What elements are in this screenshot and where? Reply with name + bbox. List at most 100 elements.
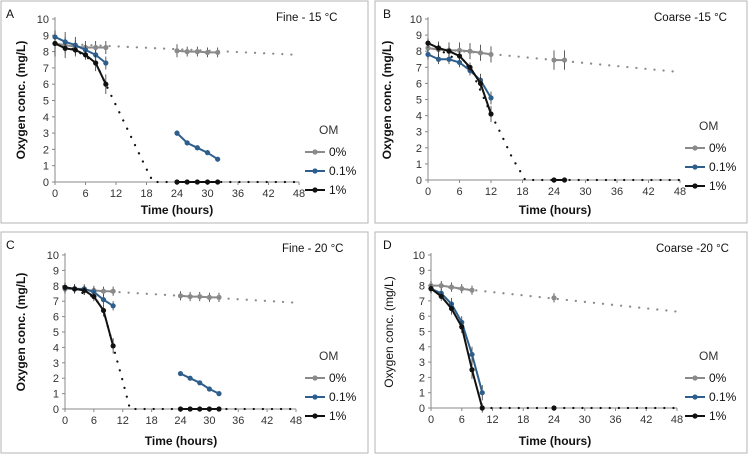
y-tick-label: 1 (43, 161, 49, 173)
data-point-s1 (425, 40, 431, 46)
panel-c-title: Fine - 20 °C (282, 243, 343, 255)
data-point-s1 (62, 284, 68, 290)
x-tick-label: 24 (174, 415, 186, 427)
data-point-s0 (194, 49, 200, 55)
data-point-s01 (215, 156, 221, 162)
panel-b-label: B (383, 7, 391, 21)
legend-label-s01: 0.1% (709, 160, 737, 174)
legend-label-s0: 0% (329, 145, 347, 159)
data-point-s01 (488, 95, 494, 101)
panel-a-title: Fine - 15 °C (276, 12, 337, 24)
y-tick-label: 6 (416, 78, 422, 90)
data-point-s1 (194, 179, 200, 185)
data-point-s0 (438, 283, 444, 289)
legend-label-s0: 0% (709, 141, 727, 155)
data-point-s01 (194, 145, 200, 151)
data-point-s1 (174, 179, 180, 185)
data-point-s0 (174, 48, 180, 54)
data-point-s1 (551, 405, 557, 411)
data-point-s1 (206, 406, 212, 412)
legend-marker-s1 (692, 183, 698, 189)
data-point-s1 (469, 367, 475, 373)
y-tick-label: 2 (416, 143, 422, 155)
data-point-s1 (456, 53, 463, 59)
x-tick-label: 12 (110, 188, 122, 200)
data-point-s1 (204, 179, 211, 185)
x-tick-label: 36 (232, 188, 244, 200)
data-point-s1 (561, 177, 568, 183)
y-tick-label: 10 (410, 14, 422, 26)
x-tick-label: 42 (262, 188, 274, 200)
data-point-s01 (425, 51, 431, 58)
y-tick-label: 6 (53, 312, 59, 324)
y-tick-label: 2 (53, 373, 59, 385)
y-tick-label: 5 (53, 327, 59, 339)
data-point-s1 (215, 179, 221, 185)
legend-marker-s1 (692, 413, 698, 419)
panel-a-legend: OM 0% 0.1% 1% (305, 123, 357, 197)
y-tick-label: 3 (53, 358, 59, 370)
data-point-s01 (187, 375, 193, 381)
data-point-s01 (479, 390, 485, 396)
y-tick-label: 4 (419, 342, 425, 354)
data-point-s01 (204, 150, 211, 156)
data-point-s1 (100, 307, 107, 314)
panel-c-ylabel: Oxygen conc. (mg/L) (14, 273, 28, 392)
x-tick-label: 18 (146, 415, 158, 427)
x-tick-label: 0 (425, 186, 431, 198)
y-tick-label: 6 (419, 311, 425, 323)
data-point-s0 (551, 57, 557, 63)
y-tick-label: 3 (416, 127, 422, 139)
data-point-s1 (551, 177, 557, 183)
x-tick-label: 30 (203, 415, 215, 427)
panel-d-ylabel: Oxygen conc. (mg/L) (382, 276, 396, 387)
data-point-s0 (488, 51, 494, 58)
x-tick-label: 36 (611, 186, 623, 198)
data-point-s01 (184, 140, 190, 146)
panel-b-xlabel: Time (hours) (519, 203, 591, 217)
data-point-s01 (103, 60, 109, 66)
data-point-s1 (81, 287, 87, 294)
y-tick-label: 5 (43, 96, 49, 108)
y-tick-label: 9 (419, 265, 425, 277)
x-tick-label: 48 (671, 414, 683, 426)
x-tick-label: 48 (674, 186, 686, 198)
panel-d-xlabel: Time (hours) (519, 434, 591, 448)
x-tick-label: 12 (117, 415, 129, 427)
panel-c: C Fine - 20 °C Time (hours) Oxygen conc.… (0, 231, 369, 454)
y-tick-label: 1 (53, 389, 59, 401)
data-point-s1 (467, 64, 473, 70)
x-tick-label: 42 (261, 415, 273, 427)
y-tick-label: 2 (43, 144, 49, 156)
data-point-s1 (62, 45, 68, 51)
data-point-s1 (110, 343, 116, 349)
panel-a-xlabel: Time (hours) (141, 203, 213, 217)
panel-b-legend: OM 0% 0.1% 1% (685, 119, 737, 193)
x-tick-label: 6 (456, 186, 462, 198)
data-point-s1 (103, 81, 109, 87)
data-point-s01 (456, 59, 463, 66)
legend-label-s1: 1% (709, 179, 727, 193)
data-point-s0 (103, 44, 109, 51)
panel-d: D Coarse -20 °C Time (hours) Oxygen conc… (374, 231, 748, 454)
data-point-s0 (177, 293, 184, 299)
y-tick-label: 0 (419, 403, 425, 415)
y-tick-label: 10 (47, 250, 59, 262)
legend-marker-s0 (312, 375, 318, 381)
x-tick-label: 24 (171, 188, 183, 200)
y-tick-label: 5 (416, 95, 422, 107)
legend-title: OM (699, 119, 718, 133)
y-tick-label: 10 (413, 250, 425, 262)
legend-label-s01: 0.1% (329, 164, 357, 178)
data-point-s0 (467, 48, 473, 54)
legend-label-s01: 0.1% (329, 390, 357, 404)
y-tick-label: 7 (416, 62, 422, 74)
x-tick-label: 30 (579, 414, 591, 426)
data-point-s01 (62, 39, 68, 45)
data-point-s0 (215, 49, 221, 56)
y-tick-label: 8 (419, 281, 425, 293)
data-point-s0 (184, 49, 190, 55)
y-tick-label: 8 (416, 46, 422, 58)
data-point-s0 (561, 57, 568, 63)
